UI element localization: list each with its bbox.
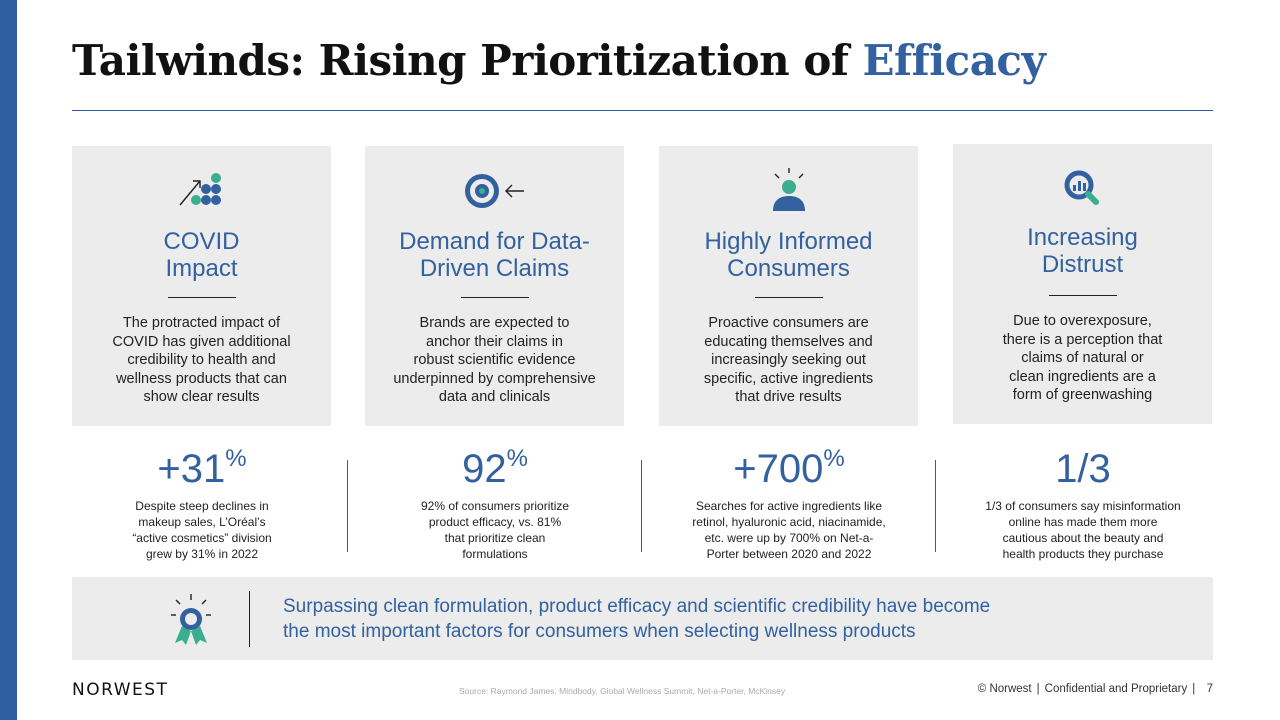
card-divider xyxy=(167,297,236,298)
card-heading: Increasing Distrust xyxy=(1027,224,1138,278)
card-covid-impact: COVID Impact The protracted impact of CO… xyxy=(72,146,331,426)
key-takeaway-callout: Surpassing clean formulation, product ef… xyxy=(72,577,1213,660)
target-arrow-icon xyxy=(365,166,624,216)
stat-active-searches: +700% Searches for active ingredients li… xyxy=(659,446,919,562)
title-accent: Efficacy xyxy=(862,36,1046,85)
stat-value: 92% xyxy=(462,445,528,492)
stat-separator xyxy=(347,460,348,552)
card-body: Proactive consumers are educating themse… xyxy=(703,315,874,405)
card-heading: Highly Informed Consumers xyxy=(704,228,873,282)
award-ribbon-icon xyxy=(166,593,216,647)
stat-description: 92% of consumers prioritize product effi… xyxy=(420,499,570,561)
growth-arrow-dots-icon xyxy=(72,166,331,216)
stat-description: 1/3 of consumers say misinformation onli… xyxy=(985,499,1181,561)
brand-logo: NORWEST xyxy=(72,680,169,700)
card-increasing-distrust: Increasing Distrust Due to overexposure,… xyxy=(953,144,1212,424)
card-divider xyxy=(754,297,823,298)
card-heading: Demand for Data- Driven Claims xyxy=(399,228,590,282)
copyright-text: © Norwest xyxy=(977,683,1032,695)
stat-separator xyxy=(641,460,642,552)
callout-text: Surpassing clean formulation, product ef… xyxy=(283,596,991,642)
stat-value: 1/3 xyxy=(1055,447,1111,491)
card-body: Brands are expected to anchor their clai… xyxy=(393,315,596,405)
slide-title: Tailwinds: Rising Prioritization of Effi… xyxy=(72,36,1046,85)
title-divider xyxy=(72,110,1213,111)
stat-separator xyxy=(935,460,936,552)
callout-divider xyxy=(249,591,250,647)
informed-person-icon xyxy=(659,166,918,216)
source-note: Source: Raymond James, Mindbody, Global … xyxy=(459,686,786,696)
stat-description: Despite steep declines in makeup sales, … xyxy=(132,499,272,561)
card-body: The protracted impact of COVID has given… xyxy=(112,315,291,405)
footer-meta: © Norwest | Confidential and Proprietary | … xyxy=(977,683,1213,695)
magnifier-chart-icon xyxy=(953,164,1212,214)
stat-value: +700% xyxy=(733,445,845,492)
title-prefix: Tailwinds: Rising Prioritization of xyxy=(72,36,863,85)
card-heading: COVID Impact xyxy=(163,228,240,282)
stat-misinformation: 1/3 1/3 of consumers say misinformation … xyxy=(953,446,1213,562)
left-accent-bar xyxy=(0,0,17,720)
stat-covid: +31% Despite steep declines in makeup sa… xyxy=(72,446,332,562)
card-informed-consumers: Highly Informed Consumers Proactive cons… xyxy=(659,146,918,426)
stat-efficacy: 92% 92% of consumers prioritize product … xyxy=(365,446,625,562)
stat-value: +31% xyxy=(157,445,247,492)
card-body: Due to overexposure, there is a percepti… xyxy=(1002,313,1163,403)
confidential-text: Confidential and Proprietary xyxy=(1044,683,1188,695)
card-data-driven-claims: Demand for Data- Driven Claims Brands ar… xyxy=(365,146,624,426)
page-number: 7 xyxy=(1206,683,1213,695)
card-divider xyxy=(1048,295,1117,296)
stat-description: Searches for active ingredients like ret… xyxy=(692,499,886,561)
card-divider xyxy=(460,297,529,298)
